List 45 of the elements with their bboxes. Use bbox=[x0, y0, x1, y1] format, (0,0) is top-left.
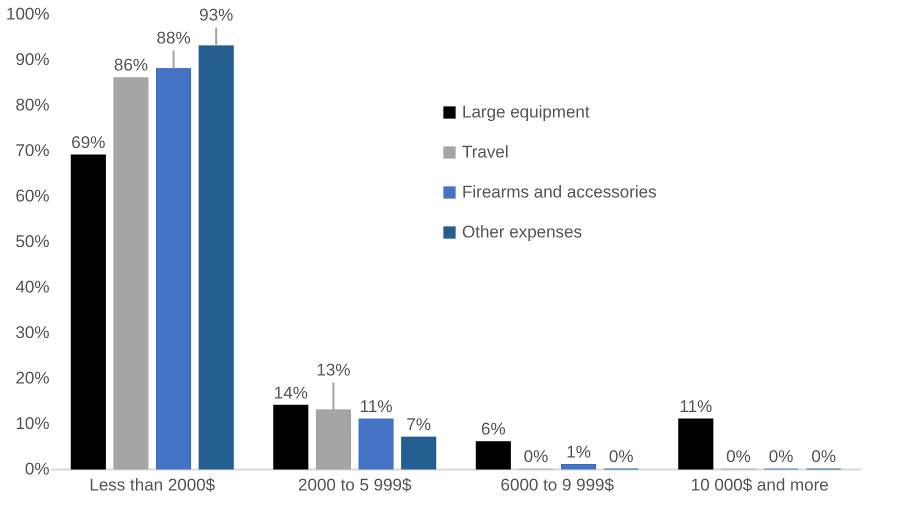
legend-label: Large equipment bbox=[462, 102, 590, 122]
bar bbox=[678, 418, 714, 470]
data-label: 11% bbox=[360, 396, 392, 416]
bar bbox=[358, 418, 394, 470]
data-label: 14% bbox=[274, 383, 308, 402]
data-label: 69% bbox=[71, 133, 106, 152]
y-tick-label: 40% bbox=[15, 278, 50, 296]
data-label: 6% bbox=[481, 420, 506, 439]
bar bbox=[70, 154, 106, 470]
x-tick-label: 6000 to 9 999$ bbox=[500, 476, 615, 494]
data-label: 11% bbox=[679, 396, 712, 416]
x-tick-label: 2000 to 5 999$ bbox=[298, 476, 412, 494]
data-label: 0% bbox=[524, 447, 548, 466]
y-tick-label: 80% bbox=[15, 96, 50, 114]
data-label: 13% bbox=[316, 360, 350, 380]
y-tick-label: 0% bbox=[24, 460, 50, 478]
y-tick-label: 70% bbox=[15, 141, 50, 160]
data-label: 1% bbox=[566, 442, 591, 462]
data-label: 0% bbox=[768, 447, 794, 466]
data-label: 7% bbox=[406, 415, 431, 434]
y-tick-label: 10% bbox=[15, 414, 50, 433]
y-tick-label: 20% bbox=[15, 368, 50, 388]
y-tick-label: 100% bbox=[6, 4, 50, 24]
legend-label: Firearms and accessories bbox=[462, 182, 657, 202]
bar bbox=[113, 77, 148, 470]
bar bbox=[476, 441, 511, 470]
bar bbox=[561, 464, 596, 470]
y-tick-label: 50% bbox=[15, 232, 50, 251]
data-label: 86% bbox=[114, 56, 148, 75]
y-tick-label: 90% bbox=[15, 50, 50, 69]
y-tick-label: 30% bbox=[15, 323, 50, 342]
bar bbox=[401, 436, 436, 470]
data-label: 0% bbox=[608, 447, 634, 466]
data-label: 0% bbox=[811, 447, 836, 466]
data-label: 88% bbox=[156, 28, 191, 48]
bar bbox=[273, 404, 308, 470]
x-tick-label: Less than 2000$ bbox=[89, 476, 216, 494]
data-label: 93% bbox=[199, 6, 234, 25]
data-label: 0% bbox=[726, 447, 751, 466]
bar bbox=[198, 45, 234, 470]
x-tick-label: 10 000$ and more bbox=[690, 476, 829, 494]
legend-label: Other expenses bbox=[462, 222, 582, 242]
bar bbox=[156, 68, 192, 470]
y-tick-label: 60% bbox=[15, 186, 50, 206]
legend-label: Travel bbox=[462, 142, 509, 162]
